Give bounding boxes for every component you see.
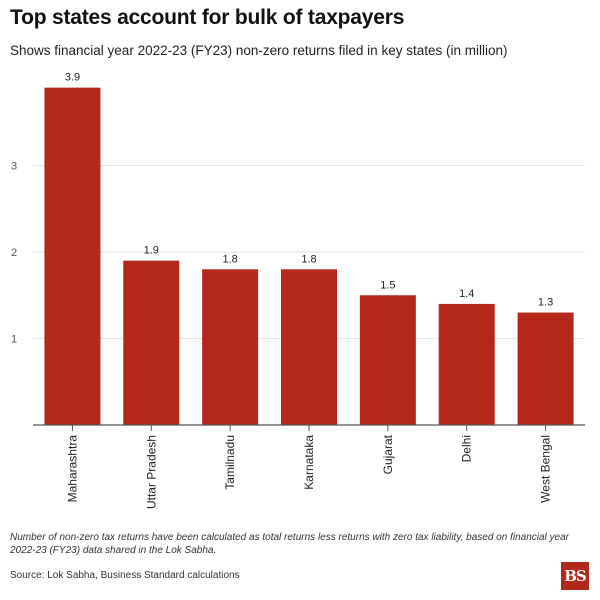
x-tick-label: Gujarat — [381, 434, 395, 474]
source-line: Source: Lok Sabha, Business Standard cal… — [10, 570, 240, 581]
chart-subtitle: Shows financial year 2022-23 (FY23) non-… — [10, 43, 508, 58]
x-tick-label: West Bengal — [539, 435, 553, 503]
bar — [281, 269, 337, 425]
bar — [359, 295, 416, 425]
bar — [44, 87, 101, 426]
x-tick-label: Tamilnadu — [223, 435, 237, 490]
y-tick-label: 2 — [11, 247, 17, 259]
data-label: 1.9 — [144, 245, 159, 257]
x-tick-label: Delhi — [460, 435, 474, 462]
x-tick-label: Maharashtra — [65, 435, 79, 503]
footnote: Number of non-zero tax returns have been… — [10, 532, 569, 556]
data-label: 1.8 — [301, 253, 316, 265]
x-tick-label: Karnataka — [302, 435, 316, 490]
x-tick-label: Uttar Pradesh — [144, 435, 158, 509]
chart-title: Top states account for bulk of taxpayers — [10, 6, 405, 29]
data-label: 3.9 — [65, 72, 80, 84]
bar — [438, 303, 495, 425]
data-label: 1.5 — [380, 279, 395, 291]
business-standard-logo: BS — [561, 562, 589, 590]
data-label: 1.3 — [538, 297, 553, 309]
y-tick-label: 3 — [11, 161, 17, 173]
y-tick-label: 1 — [11, 334, 17, 346]
bar — [202, 269, 259, 425]
bar-chart: 1 2 3 3.9 Maharashtra 1.9 Uttar Pradesh 1.8 Tami… — [11, 72, 585, 509]
bar — [517, 312, 574, 425]
data-label: 1.8 — [222, 253, 237, 265]
bar — [123, 260, 180, 425]
data-label: 1.4 — [459, 288, 474, 300]
